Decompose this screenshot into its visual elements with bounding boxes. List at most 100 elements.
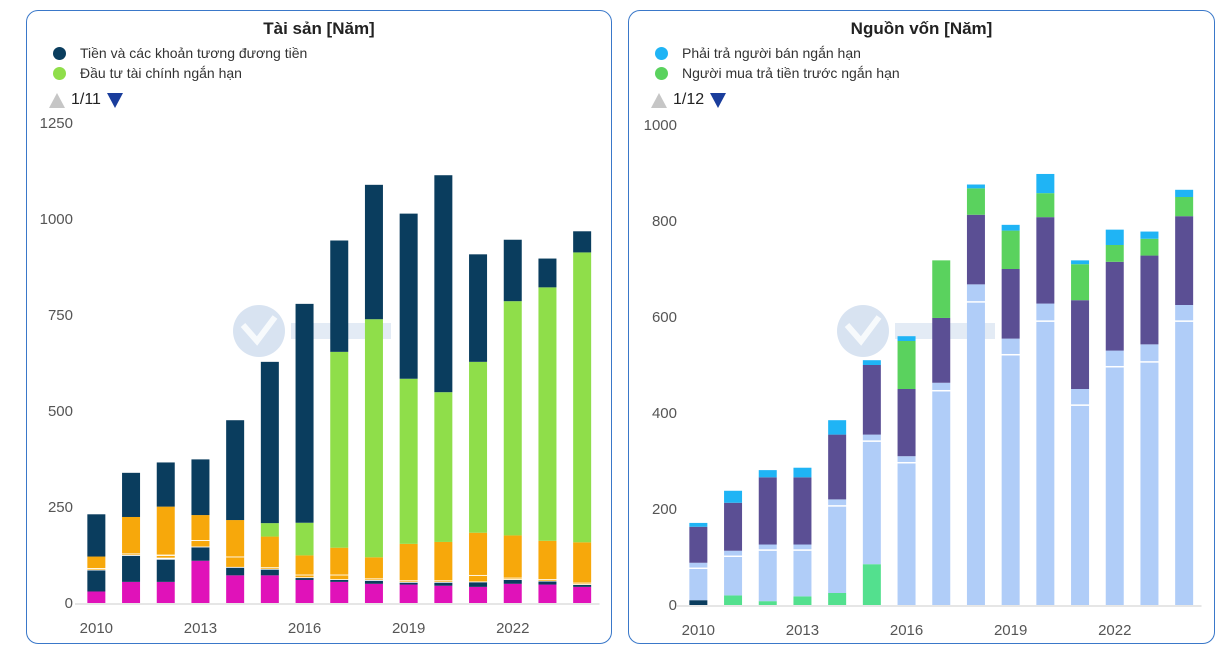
bar-stack-2016[interactable] <box>295 303 314 603</box>
bar-segment[interactable] <box>724 550 743 556</box>
bar-segment[interactable] <box>503 535 522 578</box>
bar-segment[interactable] <box>897 341 916 389</box>
bar-segment[interactable] <box>1140 362 1159 605</box>
bar-segment[interactable] <box>260 568 279 569</box>
bar-segment[interactable] <box>191 515 210 541</box>
bar-segment[interactable] <box>932 260 951 318</box>
bar-stack-2010[interactable] <box>689 522 708 605</box>
bar-segment[interactable] <box>862 365 881 435</box>
bar-segment[interactable] <box>122 581 141 603</box>
bar-segment[interactable] <box>295 303 314 523</box>
bar-segment[interactable] <box>364 580 383 584</box>
bar-stack-2010[interactable] <box>87 514 106 603</box>
bar-segment[interactable] <box>260 361 279 524</box>
legend-item-advances[interactable]: Người mua trả tiền trước ngắn hạn <box>655 63 900 83</box>
bar-segment[interactable] <box>469 254 488 362</box>
bar-segment[interactable] <box>1175 189 1194 197</box>
bar-stack-2018[interactable] <box>966 184 985 605</box>
bar-segment[interactable] <box>156 462 175 507</box>
bar-segment[interactable] <box>758 550 777 602</box>
bar-segment[interactable] <box>1071 405 1090 605</box>
bar-segment[interactable] <box>828 505 847 507</box>
bar-segment[interactable] <box>260 568 279 570</box>
bar-segment[interactable] <box>434 580 453 582</box>
bar-segment[interactable] <box>330 547 349 575</box>
bar-segment[interactable] <box>399 213 418 379</box>
bar-segment[interactable] <box>399 580 418 582</box>
bar-segment[interactable] <box>364 557 383 579</box>
bar-stack-2013[interactable] <box>793 467 812 605</box>
bar-segment[interactable] <box>573 584 592 585</box>
bar-segment[interactable] <box>1036 217 1055 304</box>
bar-segment[interactable] <box>330 579 349 580</box>
bar-segment[interactable] <box>1105 350 1124 366</box>
bar-stack-2015[interactable] <box>862 360 881 605</box>
bar-stack-2020[interactable] <box>434 175 453 603</box>
bar-segment[interactable] <box>1001 355 1020 605</box>
bar-segment[interactable] <box>689 562 708 568</box>
bar-segment[interactable] <box>1175 321 1194 605</box>
bar-segment[interactable] <box>191 459 210 516</box>
bar-segment[interactable] <box>260 536 279 568</box>
bar-segment[interactable] <box>330 581 349 603</box>
bar-stack-2022[interactable] <box>503 239 522 603</box>
bar-segment[interactable] <box>828 434 847 500</box>
bar-segment[interactable] <box>122 554 141 555</box>
bar-segment[interactable] <box>503 239 522 302</box>
bar-segment[interactable] <box>434 392 453 542</box>
bar-segment[interactable] <box>364 184 383 320</box>
bar-stack-2023[interactable] <box>538 258 557 603</box>
bar-segment[interactable] <box>932 382 951 390</box>
bar-stack-2018[interactable] <box>364 184 383 603</box>
bar-segment[interactable] <box>295 522 314 556</box>
bar-segment[interactable] <box>828 593 847 605</box>
bar-segment[interactable] <box>469 575 488 582</box>
bar-segment[interactable] <box>434 175 453 393</box>
bar-segment[interactable] <box>122 555 141 556</box>
bar-segment[interactable] <box>1036 321 1055 605</box>
bar-segment[interactable] <box>758 601 777 605</box>
bar-segment[interactable] <box>724 490 743 503</box>
bar-segment[interactable] <box>364 319 383 558</box>
bar-segment[interactable] <box>295 575 314 578</box>
bar-stack-2011[interactable] <box>122 472 141 603</box>
bar-segment[interactable] <box>573 231 592 253</box>
bar-segment[interactable] <box>793 596 812 605</box>
bar-segment[interactable] <box>295 578 314 580</box>
bar-segment[interactable] <box>469 532 488 575</box>
bar-segment[interactable] <box>503 579 522 584</box>
bar-segment[interactable] <box>191 540 210 547</box>
bar-segment[interactable] <box>434 541 453 581</box>
bar-segment[interactable] <box>469 361 488 533</box>
bar-segment[interactable] <box>1175 320 1194 322</box>
bar-segment[interactable] <box>434 585 453 603</box>
legend-item-short-term-investment[interactable]: Đầu tư tài chính ngắn hạn <box>53 63 307 83</box>
bar-segment[interactable] <box>966 214 985 285</box>
bar-segment[interactable] <box>122 553 141 555</box>
bar-stack-2019[interactable] <box>1001 224 1020 605</box>
bar-segment[interactable] <box>260 523 279 537</box>
bar-segment[interactable] <box>1001 338 1020 354</box>
bar-segment[interactable] <box>828 506 847 593</box>
bar-segment[interactable] <box>538 581 557 585</box>
bar-segment[interactable] <box>538 580 557 582</box>
bar-segment[interactable] <box>156 559 175 582</box>
bar-segment[interactable] <box>469 582 488 587</box>
bar-segment[interactable] <box>260 569 279 576</box>
bar-segment[interactable] <box>399 378 418 544</box>
bar-segment[interactable] <box>226 575 245 603</box>
bar-segment[interactable] <box>1140 255 1159 345</box>
bar-segment[interactable] <box>966 301 985 303</box>
bar-segment[interactable] <box>1140 231 1159 239</box>
bar-segment[interactable] <box>1001 224 1020 231</box>
bar-segment[interactable] <box>862 440 881 442</box>
bar-segment[interactable] <box>897 336 916 341</box>
bar-segment[interactable] <box>156 506 175 555</box>
bar-segment[interactable] <box>724 595 743 605</box>
bar-segment[interactable] <box>156 581 175 603</box>
bar-segment[interactable] <box>793 544 812 550</box>
bar-segment[interactable] <box>434 581 453 583</box>
bar-segment[interactable] <box>1175 305 1194 321</box>
bar-segment[interactable] <box>1175 197 1194 217</box>
bar-segment[interactable] <box>330 575 349 580</box>
